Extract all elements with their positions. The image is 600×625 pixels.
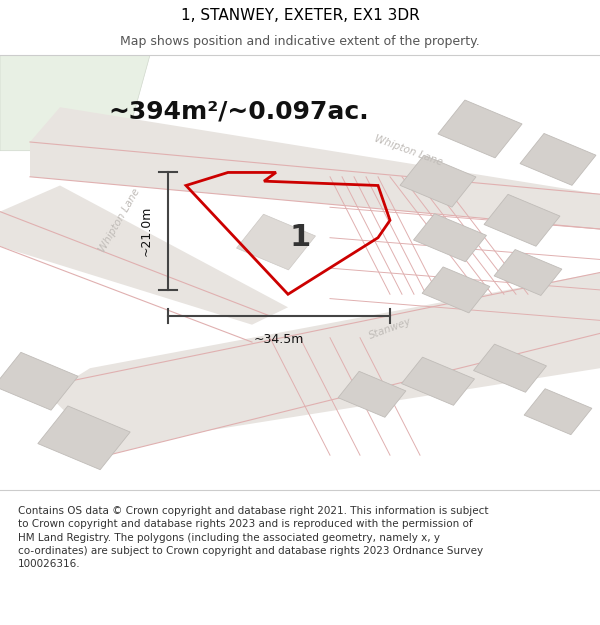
Polygon shape xyxy=(484,194,560,246)
Polygon shape xyxy=(0,186,288,325)
Polygon shape xyxy=(38,406,130,469)
Polygon shape xyxy=(30,107,600,229)
Text: Contains OS data © Crown copyright and database right 2021. This information is : Contains OS data © Crown copyright and d… xyxy=(18,506,488,569)
Text: Whipton Lane: Whipton Lane xyxy=(98,187,142,254)
Polygon shape xyxy=(520,134,596,186)
Text: Map shows position and indicative extent of the property.: Map shows position and indicative extent… xyxy=(120,35,480,48)
Polygon shape xyxy=(400,155,476,207)
Polygon shape xyxy=(236,214,316,270)
Polygon shape xyxy=(338,371,406,418)
Polygon shape xyxy=(48,272,600,455)
Text: 1: 1 xyxy=(289,223,311,253)
Text: Whipton Lane: Whipton Lane xyxy=(373,134,443,168)
Text: ~34.5m: ~34.5m xyxy=(254,333,304,346)
Text: 1, STANWEY, EXETER, EX1 3DR: 1, STANWEY, EXETER, EX1 3DR xyxy=(181,8,419,23)
Polygon shape xyxy=(401,357,475,405)
Polygon shape xyxy=(422,267,490,313)
Text: ~394m²/~0.097ac.: ~394m²/~0.097ac. xyxy=(108,99,368,124)
Polygon shape xyxy=(524,389,592,434)
Polygon shape xyxy=(413,214,487,262)
Polygon shape xyxy=(438,100,522,158)
Text: ~21.0m: ~21.0m xyxy=(140,206,153,256)
Polygon shape xyxy=(0,352,78,410)
Polygon shape xyxy=(494,249,562,296)
Text: Stanwey: Stanwey xyxy=(367,317,413,341)
Polygon shape xyxy=(0,55,150,151)
Polygon shape xyxy=(473,344,547,392)
Polygon shape xyxy=(60,325,600,446)
